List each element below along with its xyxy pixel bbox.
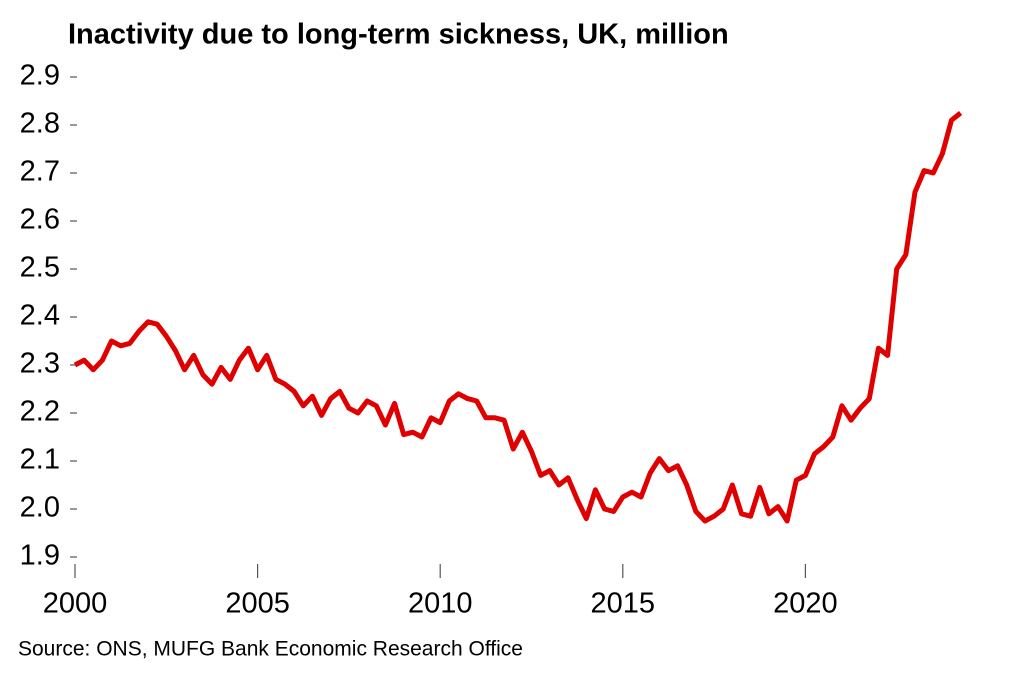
x-tick-label: 2010 — [408, 588, 473, 620]
source-note: Source: ONS, MUFG Bank Economic Research… — [18, 638, 523, 661]
y-tick-label: 2.0 — [20, 492, 60, 524]
y-tick-label: 2.5 — [20, 252, 60, 284]
y-tick-label: 2.7 — [20, 156, 60, 188]
data-line — [73, 111, 963, 524]
y-tick-label: 2.4 — [20, 300, 60, 332]
y-tick-label: 2.9 — [20, 60, 60, 92]
y-tick-label: 2.3 — [20, 348, 60, 380]
y-tick-label: 2.6 — [20, 204, 60, 236]
x-tick-label: 2005 — [225, 588, 290, 620]
y-tick-label: 1.9 — [20, 540, 60, 572]
x-tick-label: 2020 — [773, 588, 838, 620]
y-tick-label: 2.8 — [20, 108, 60, 140]
x-tick-label: 2015 — [591, 588, 656, 620]
y-tick-label: 2.2 — [20, 396, 60, 428]
x-tick-label: 2000 — [43, 588, 108, 620]
y-tick-label: 2.1 — [20, 444, 60, 476]
chart-title: Inactivity due to long-term sickness, UK… — [68, 19, 729, 51]
